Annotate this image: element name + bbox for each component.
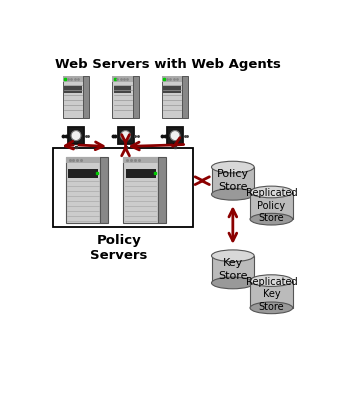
FancyBboxPatch shape: [66, 157, 100, 223]
FancyBboxPatch shape: [83, 76, 89, 118]
FancyBboxPatch shape: [182, 76, 188, 118]
Text: Policy
Store: Policy Store: [217, 170, 249, 192]
FancyBboxPatch shape: [68, 169, 98, 178]
Text: Replicated
Key
Store: Replicated Key Store: [246, 277, 297, 311]
FancyBboxPatch shape: [113, 76, 133, 82]
FancyBboxPatch shape: [66, 157, 100, 163]
Ellipse shape: [212, 277, 254, 289]
FancyBboxPatch shape: [63, 76, 83, 82]
Text: Policy
Servers: Policy Servers: [90, 234, 147, 261]
Ellipse shape: [250, 186, 293, 198]
FancyBboxPatch shape: [158, 157, 166, 223]
FancyBboxPatch shape: [162, 76, 182, 82]
FancyBboxPatch shape: [68, 128, 84, 144]
FancyBboxPatch shape: [250, 192, 293, 219]
FancyBboxPatch shape: [100, 157, 108, 223]
FancyBboxPatch shape: [53, 148, 193, 227]
FancyBboxPatch shape: [250, 281, 293, 308]
Text: Replicated
Policy
Store: Replicated Policy Store: [246, 188, 297, 223]
FancyBboxPatch shape: [63, 76, 83, 118]
Ellipse shape: [71, 130, 81, 141]
Ellipse shape: [170, 130, 180, 141]
Ellipse shape: [212, 188, 254, 200]
FancyBboxPatch shape: [124, 157, 158, 163]
FancyBboxPatch shape: [113, 76, 133, 118]
FancyBboxPatch shape: [167, 128, 183, 144]
FancyBboxPatch shape: [162, 76, 182, 118]
Ellipse shape: [250, 213, 293, 225]
FancyBboxPatch shape: [114, 86, 131, 93]
FancyBboxPatch shape: [126, 169, 156, 178]
Text: Key
Store: Key Store: [218, 258, 247, 280]
FancyBboxPatch shape: [133, 76, 138, 118]
FancyBboxPatch shape: [124, 157, 158, 223]
FancyBboxPatch shape: [212, 256, 254, 283]
Ellipse shape: [250, 275, 293, 286]
Ellipse shape: [250, 302, 293, 314]
FancyBboxPatch shape: [163, 86, 181, 93]
FancyBboxPatch shape: [64, 86, 82, 93]
Ellipse shape: [212, 250, 254, 261]
FancyBboxPatch shape: [212, 167, 254, 194]
Ellipse shape: [212, 161, 254, 173]
FancyBboxPatch shape: [118, 128, 133, 144]
Ellipse shape: [121, 130, 131, 141]
Text: Web Servers with Web Agents: Web Servers with Web Agents: [55, 59, 281, 72]
